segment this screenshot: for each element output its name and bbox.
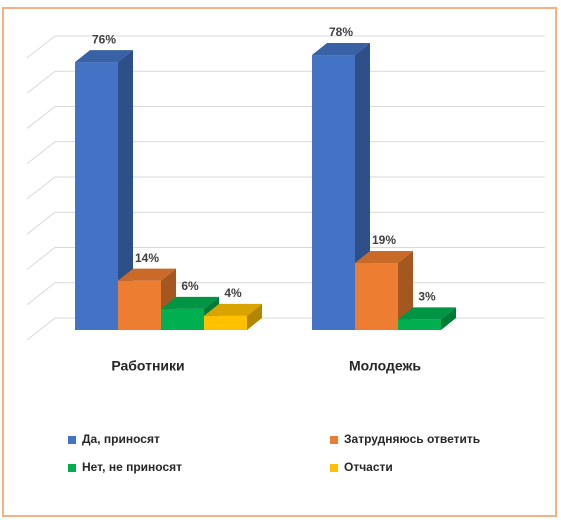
bar-side [118, 50, 133, 330]
bar-front [355, 263, 398, 330]
bar [75, 50, 133, 330]
bar-top [118, 268, 176, 281]
grid-line [26, 35, 545, 59]
grid-line [26, 106, 545, 129]
bar [355, 251, 413, 330]
x-tick-label: Работники [111, 358, 184, 374]
value-label: 3% [418, 290, 436, 304]
bar-top [312, 43, 370, 56]
bar [204, 303, 262, 330]
bar-top-shade [355, 251, 413, 264]
bar-front [398, 319, 441, 330]
bar-front [204, 315, 247, 330]
bar-top [161, 296, 219, 309]
legend-swatch [68, 464, 76, 472]
bar-side-shade [247, 303, 262, 330]
value-label: 14% [135, 251, 159, 265]
value-label: 78% [329, 25, 353, 39]
bar-top-shade [118, 268, 176, 281]
bar-front [118, 280, 161, 330]
bar-side-shade [118, 50, 133, 330]
legend-label: Нет, не приносят [82, 460, 182, 474]
grid-line [26, 211, 545, 235]
bar [398, 307, 456, 330]
bar-top-shade [161, 296, 219, 309]
value-label: 76% [92, 32, 116, 46]
bar-top-shade [312, 43, 370, 56]
legend-swatch [68, 436, 76, 444]
bar [312, 43, 370, 331]
bar-front [312, 55, 355, 331]
bar-top-shade [398, 307, 456, 320]
legend-swatch [330, 436, 338, 444]
bar-top-shade [204, 303, 262, 316]
x-tick-label: Молодежь [349, 358, 421, 374]
bar-side [247, 303, 262, 330]
value-label: 6% [181, 279, 199, 293]
grid-line [26, 176, 545, 200]
legend-swatch [330, 464, 338, 472]
legend-label: Да, приносят [82, 432, 160, 446]
bar-top [204, 303, 262, 316]
bar [161, 296, 219, 330]
bar-front [75, 62, 118, 330]
bar-side-shade [441, 307, 456, 330]
bar-top [75, 50, 133, 63]
grid-line [26, 141, 545, 165]
value-label: 4% [224, 286, 242, 300]
bar-front [161, 308, 204, 330]
legend-label: Отчасти [344, 460, 393, 474]
bar-top [398, 307, 456, 320]
legend-label: Затрудняюсь ответить [344, 432, 480, 446]
grid-line [26, 247, 545, 270]
bar-side-shade [398, 251, 413, 330]
bar-top-shade [75, 50, 133, 63]
bar-side [398, 251, 413, 330]
bar-side [441, 307, 456, 330]
value-label: 19% [372, 233, 396, 247]
bar-top [355, 251, 413, 264]
grid-line [26, 70, 545, 94]
